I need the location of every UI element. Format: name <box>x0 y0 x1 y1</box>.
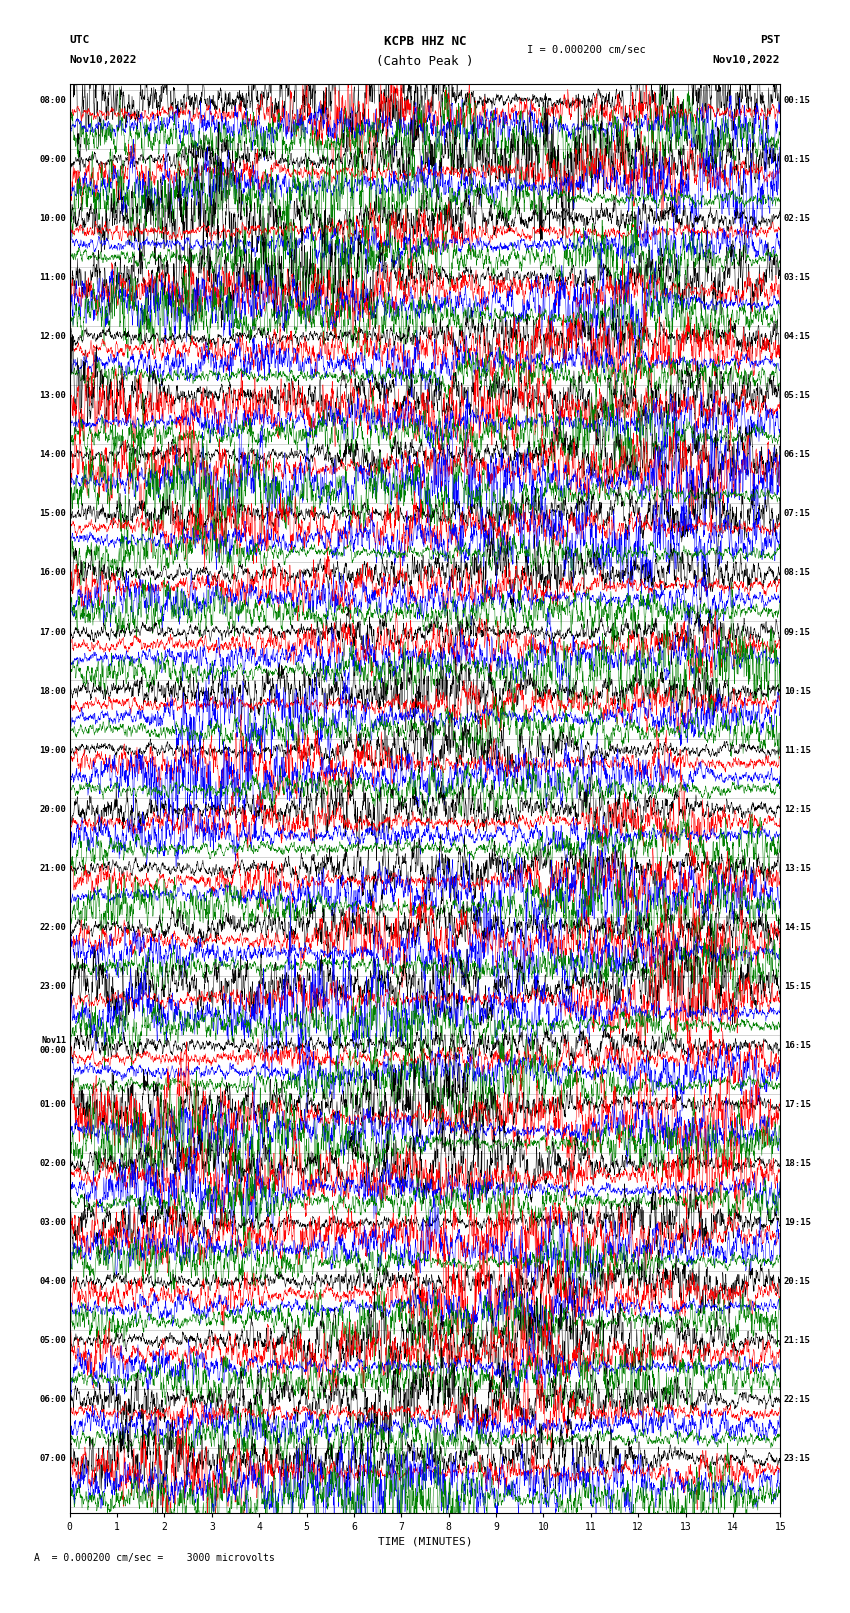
Text: 04:00: 04:00 <box>39 1277 66 1286</box>
Text: 17:15: 17:15 <box>784 1100 811 1110</box>
Text: 18:15: 18:15 <box>784 1160 811 1168</box>
Text: 18:00: 18:00 <box>39 687 66 695</box>
Text: 06:15: 06:15 <box>784 450 811 460</box>
Text: 23:15: 23:15 <box>784 1455 811 1463</box>
Text: 12:00: 12:00 <box>39 332 66 342</box>
Text: 16:15: 16:15 <box>784 1040 811 1050</box>
Text: 09:15: 09:15 <box>784 627 811 637</box>
Text: (Cahto Peak ): (Cahto Peak ) <box>377 55 473 68</box>
Text: A  = 0.000200 cm/sec =    3000 microvolts: A = 0.000200 cm/sec = 3000 microvolts <box>34 1553 275 1563</box>
Text: 12:15: 12:15 <box>784 805 811 813</box>
Text: 14:00: 14:00 <box>39 450 66 460</box>
Text: 02:00: 02:00 <box>39 1160 66 1168</box>
Text: 09:00: 09:00 <box>39 155 66 165</box>
Text: 10:15: 10:15 <box>784 687 811 695</box>
Text: 20:15: 20:15 <box>784 1277 811 1286</box>
Text: 21:00: 21:00 <box>39 863 66 873</box>
Text: 17:00: 17:00 <box>39 627 66 637</box>
Text: 14:15: 14:15 <box>784 923 811 932</box>
Text: Nov10,2022: Nov10,2022 <box>70 55 137 65</box>
Text: KCPB HHZ NC: KCPB HHZ NC <box>383 35 467 48</box>
Text: 00:15: 00:15 <box>784 97 811 105</box>
Text: PST: PST <box>760 35 780 45</box>
Text: 19:15: 19:15 <box>784 1218 811 1227</box>
Text: 02:15: 02:15 <box>784 215 811 223</box>
Text: Nov11: Nov11 <box>41 1036 66 1045</box>
Text: 19:00: 19:00 <box>39 745 66 755</box>
Text: 03:00: 03:00 <box>39 1218 66 1227</box>
X-axis label: TIME (MINUTES): TIME (MINUTES) <box>377 1536 473 1547</box>
Text: 06:00: 06:00 <box>39 1395 66 1405</box>
Text: 21:15: 21:15 <box>784 1336 811 1345</box>
Text: 08:15: 08:15 <box>784 568 811 577</box>
Text: 00:00: 00:00 <box>39 1045 66 1055</box>
Text: 15:00: 15:00 <box>39 510 66 518</box>
Text: 11:15: 11:15 <box>784 745 811 755</box>
Text: 01:15: 01:15 <box>784 155 811 165</box>
Text: 03:15: 03:15 <box>784 273 811 282</box>
Text: 11:00: 11:00 <box>39 273 66 282</box>
Text: 16:00: 16:00 <box>39 568 66 577</box>
Text: I = 0.000200 cm/sec: I = 0.000200 cm/sec <box>527 45 646 55</box>
Text: 15:15: 15:15 <box>784 982 811 990</box>
Text: 07:15: 07:15 <box>784 510 811 518</box>
Text: 20:00: 20:00 <box>39 805 66 813</box>
Text: 05:00: 05:00 <box>39 1336 66 1345</box>
Text: UTC: UTC <box>70 35 90 45</box>
Text: 07:00: 07:00 <box>39 1455 66 1463</box>
Text: 22:15: 22:15 <box>784 1395 811 1405</box>
Text: 08:00: 08:00 <box>39 97 66 105</box>
Text: 01:00: 01:00 <box>39 1100 66 1110</box>
Text: 04:15: 04:15 <box>784 332 811 342</box>
Text: Nov10,2022: Nov10,2022 <box>713 55 780 65</box>
Text: 10:00: 10:00 <box>39 215 66 223</box>
Text: 13:15: 13:15 <box>784 863 811 873</box>
Text: 05:15: 05:15 <box>784 392 811 400</box>
Text: 22:00: 22:00 <box>39 923 66 932</box>
Text: 23:00: 23:00 <box>39 982 66 990</box>
Text: 13:00: 13:00 <box>39 392 66 400</box>
